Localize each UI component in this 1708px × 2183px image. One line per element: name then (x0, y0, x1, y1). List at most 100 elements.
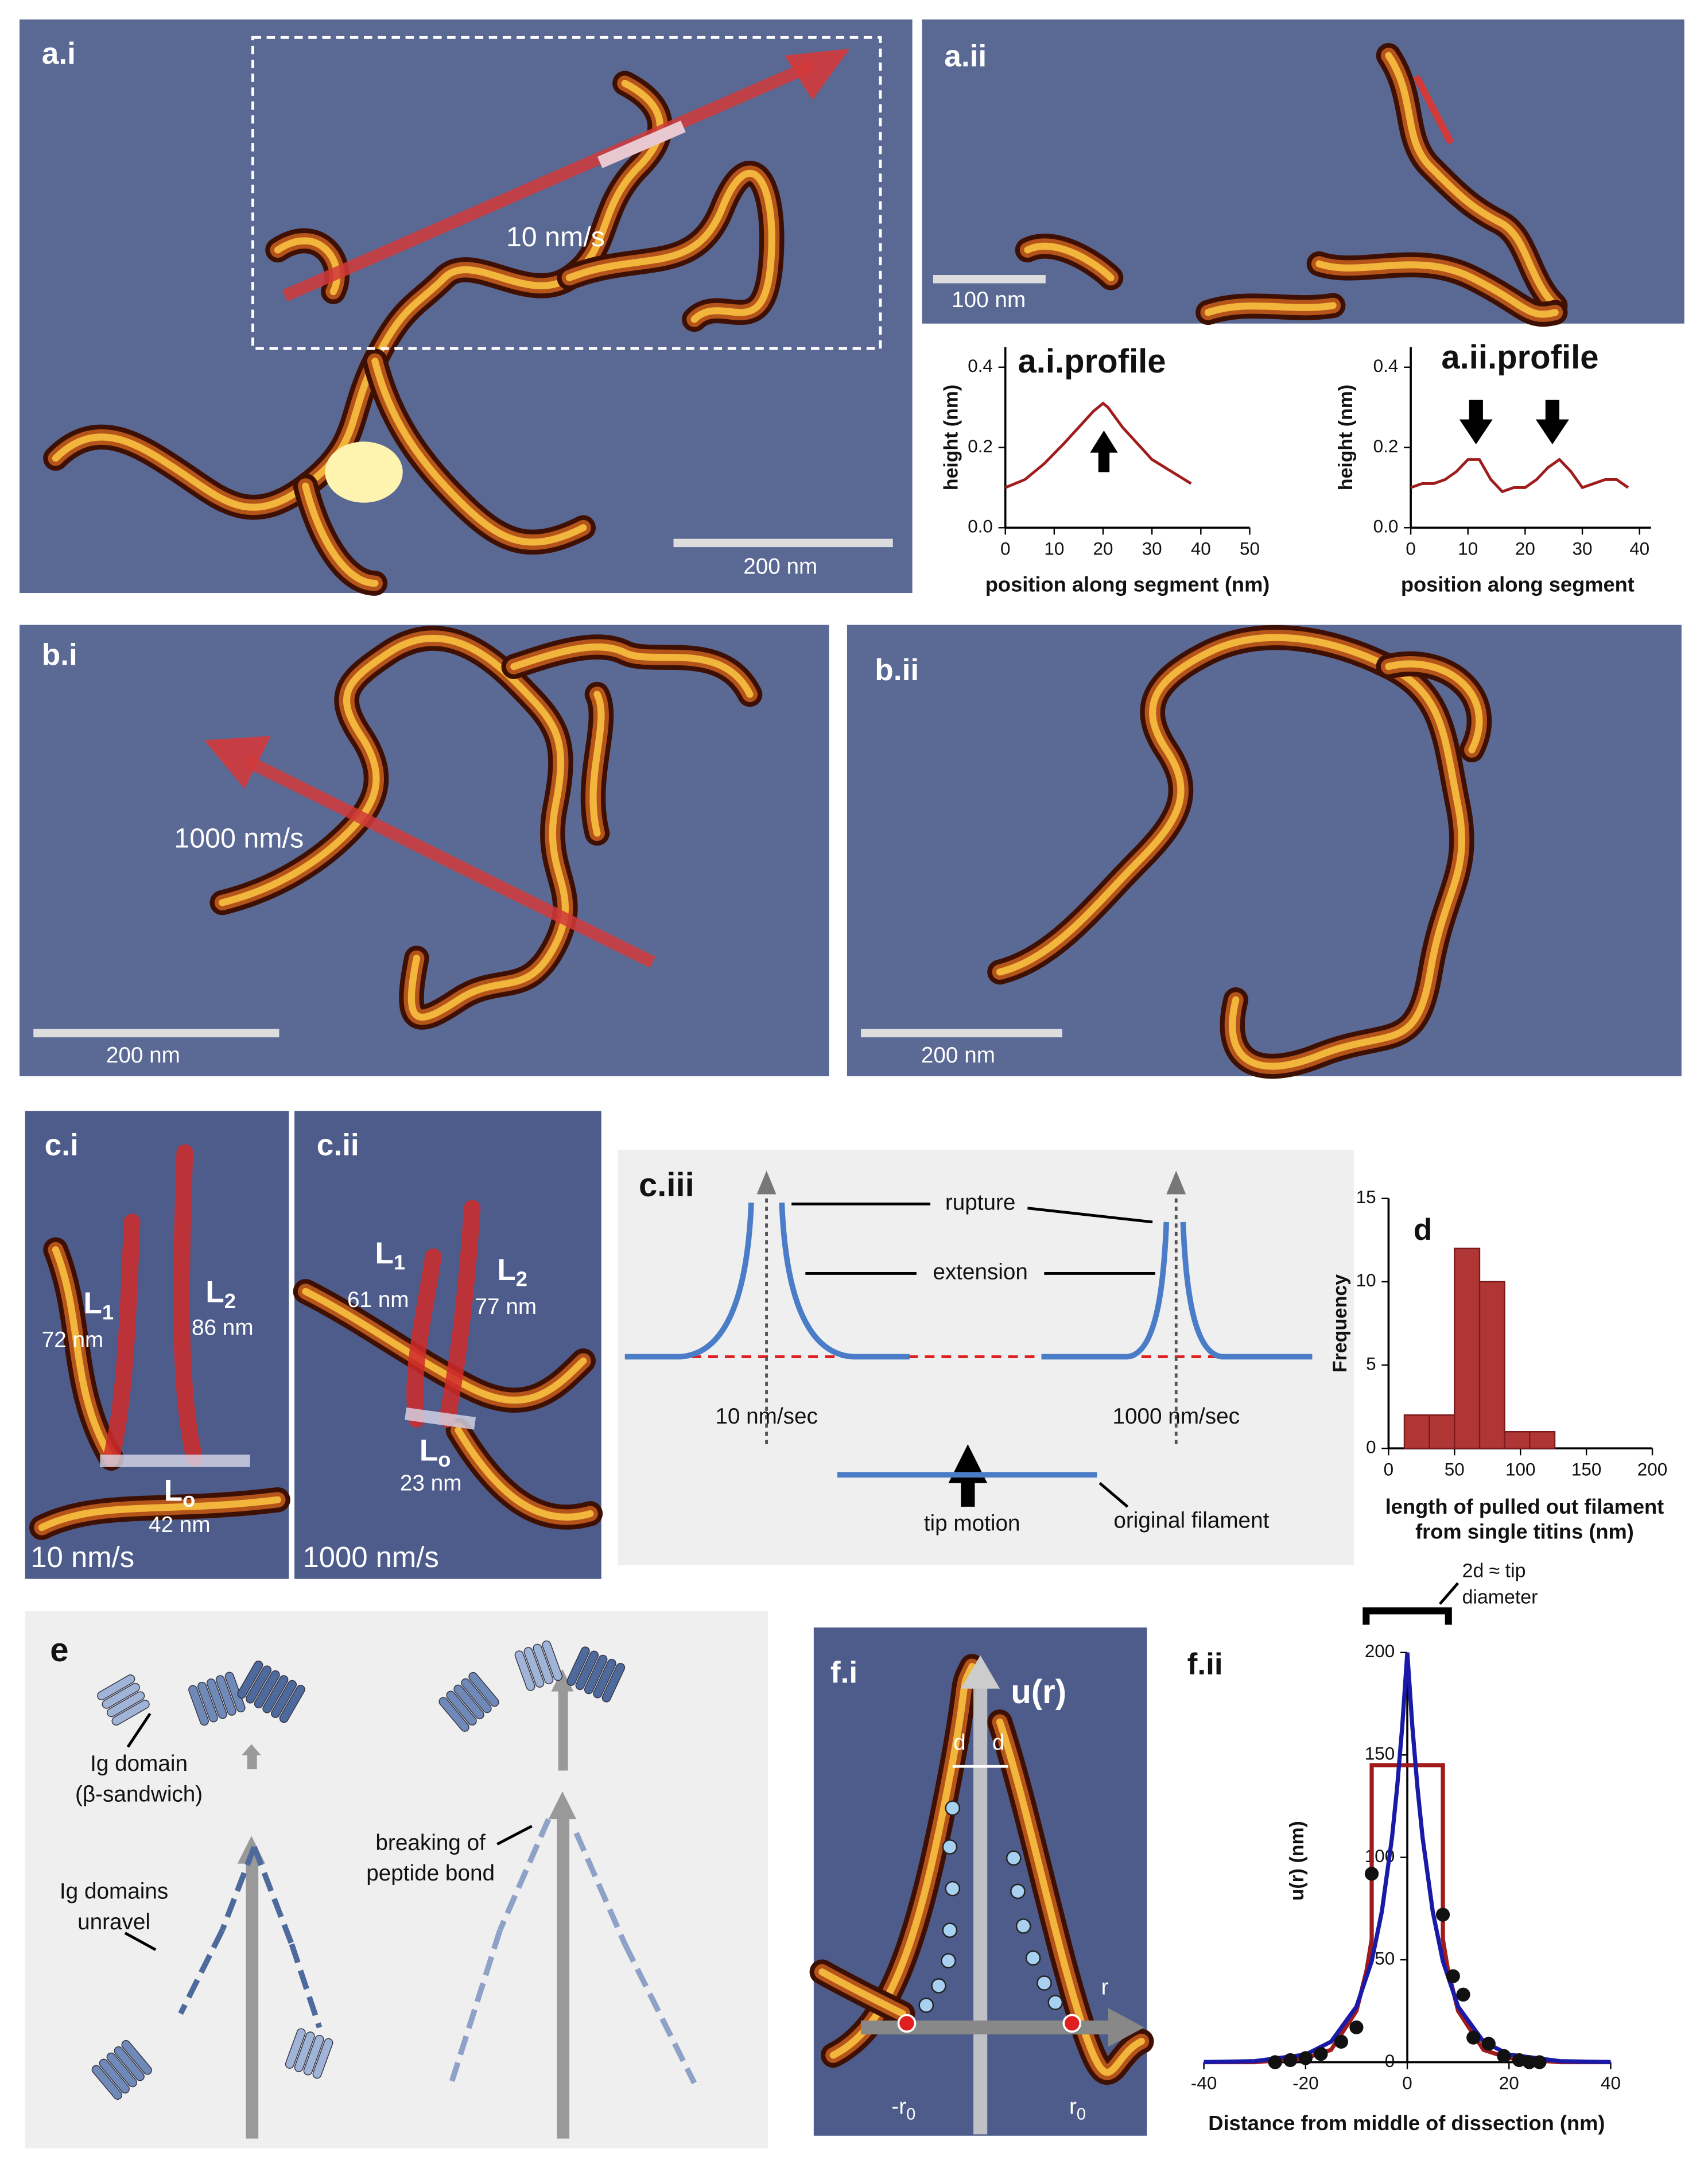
panel-label: a.i (42, 37, 76, 71)
data-point (1268, 2055, 1282, 2069)
sample-point (942, 1922, 958, 1938)
unfolded-chain (219, 1845, 257, 1932)
x-tick-label: 100 (1505, 1459, 1535, 1479)
decor (29, 42, 1568, 2085)
y-tick-label: 50 (1375, 1948, 1395, 1968)
x-tick-label: 40 (1191, 538, 1211, 559)
bar (1403, 1414, 1430, 1449)
data-line (1410, 457, 1629, 494)
annotation: d (992, 1731, 1005, 1755)
ig-domain (584, 1654, 608, 1695)
symbol: L (83, 1286, 102, 1320)
y-axis-label: Frequency (1329, 1274, 1351, 1372)
data-line (1004, 401, 1192, 489)
x-axis-label: position along segment (nm) (985, 572, 1270, 596)
chart-title: d (1414, 1213, 1433, 1247)
ig-domain (91, 2065, 122, 2100)
panel-label: b.ii (875, 653, 919, 687)
ig-domain (438, 1697, 469, 1732)
endpoint (897, 2014, 917, 2033)
panel-label: e (50, 1631, 68, 1669)
y-axis-label: u(r) (nm) (1286, 1821, 1308, 1901)
y-tick-label: 0.0 (1373, 517, 1399, 537)
bar (1478, 1281, 1505, 1449)
filament (38, 1496, 282, 1531)
arrow (1535, 400, 1569, 445)
filament (274, 237, 341, 296)
x-axis-label: Distance from middle of dissection (nm) (1208, 2111, 1605, 2135)
filament (52, 80, 664, 511)
annotation: breaking of (375, 1831, 486, 1855)
bar (1454, 1247, 1481, 1449)
subscript: 1 (394, 1250, 405, 1274)
length-value: 72 nm (42, 1328, 104, 1352)
ig-domain (97, 1674, 135, 1701)
subscript: 2 (224, 1289, 236, 1313)
speed-label: 1000 nm/s (303, 1541, 439, 1573)
length-name: Lo (420, 1434, 451, 1471)
axis-name: r (1101, 1975, 1109, 2000)
x-tick-label: 40 (1629, 538, 1649, 559)
y-axis-label: height (nm) (941, 385, 962, 490)
length-value: 61 nm (347, 1288, 409, 1312)
ig-domain (453, 1684, 484, 1720)
afm-image (847, 625, 1682, 1076)
filament (1024, 242, 1115, 281)
ig-domain (254, 1670, 280, 1709)
filament (371, 357, 587, 546)
arrow-head (961, 1655, 1000, 1689)
x-tick-label: 10 (1044, 538, 1064, 559)
panel-label: f.i (830, 1656, 857, 1690)
filament (818, 1968, 906, 2017)
x-tick-label: 30 (1142, 538, 1162, 559)
speed-label: 10 nm/s (30, 1541, 134, 1573)
ig-domain (533, 1643, 554, 1685)
ig-domain (575, 1650, 599, 1690)
panel-label: c.iii (639, 1166, 694, 1204)
model-curve (1204, 1652, 1611, 2064)
ig-domain (99, 2058, 130, 2094)
y-axis-label: height (nm) (1335, 385, 1357, 490)
annotation: Ig domains (60, 1879, 168, 1904)
x-tick-label: 20 (1093, 538, 1113, 559)
x-tick-label: 150 (1571, 1459, 1601, 1479)
panel-label: b.i (42, 638, 77, 672)
arrow-head (785, 48, 850, 100)
ig-domain (107, 1691, 145, 1717)
ig-domain (121, 2039, 152, 2075)
speed-label: 1000 nm/s (174, 823, 304, 854)
data-point (1466, 2030, 1481, 2045)
scale-label: 200 nm (921, 1043, 995, 1068)
ig-domain (111, 1700, 150, 1726)
pointers (124, 1712, 533, 1951)
x-tick-label: 0 (1402, 2073, 1412, 2093)
unfolded-chain (573, 1832, 628, 1945)
ig-domain (262, 1675, 289, 1713)
axis-arrow (973, 1683, 988, 2135)
arrow-head (1166, 1170, 1186, 1195)
ig-domain (279, 1685, 305, 1723)
ig-domain (271, 1680, 297, 1719)
ig-domain (106, 2052, 137, 2088)
ig-domain (542, 1640, 563, 1681)
sample-point (931, 1978, 946, 1994)
annotation: extension (933, 1260, 1028, 1285)
length-mark (173, 1144, 203, 1467)
sample-point (942, 1839, 958, 1855)
bar (1504, 1430, 1531, 1449)
sample-point (945, 1880, 961, 1897)
length-name: L1 (375, 1236, 405, 1274)
subscript: o (438, 1448, 451, 1471)
unfolded-chain (251, 1845, 294, 1945)
data-point (1349, 2020, 1364, 2034)
x-tick-label: 30 (1573, 538, 1593, 559)
ig-domain (285, 2028, 306, 2069)
length-value: 42 nm (149, 1513, 211, 1537)
y-tick-label: 0 (1385, 2051, 1395, 2071)
arrow-head (1108, 2008, 1144, 2047)
annotation: (β-sandwich) (75, 1782, 203, 1806)
y-tick-label: 150 (1365, 1744, 1395, 1764)
